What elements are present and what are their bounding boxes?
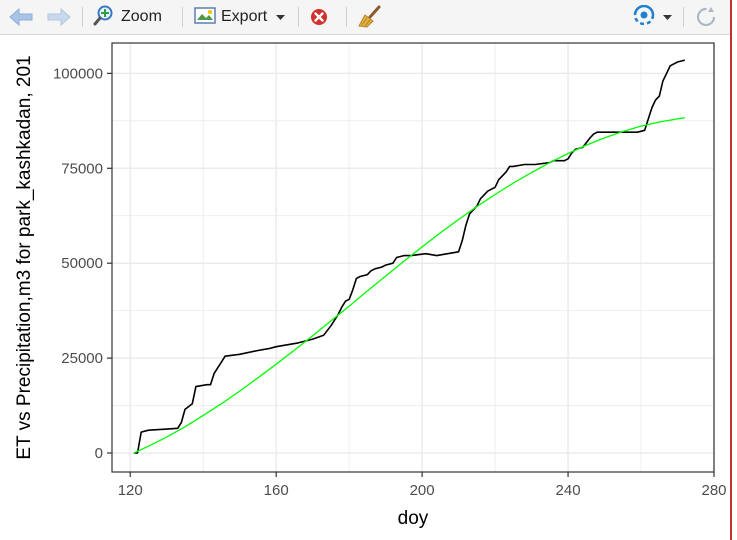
x-tick-label: 200 <box>410 482 435 499</box>
chevron-down-icon <box>276 8 286 26</box>
publish-button[interactable] <box>631 0 672 34</box>
export-button[interactable]: Export <box>193 0 286 34</box>
broom-icon[interactable] <box>357 0 383 34</box>
x-axis: 120 160 200 240 280 <box>118 472 727 499</box>
x-axis-label: doy <box>398 508 429 529</box>
x-tick-label: 160 <box>264 482 289 499</box>
y-tick-label: 25000 <box>61 350 103 367</box>
export-icon <box>193 5 217 30</box>
export-label: Export <box>221 8 268 25</box>
series-line-1 <box>133 59 686 454</box>
y-axis: 0 25000 50000 75000 100000 <box>53 65 112 462</box>
chevron-down-icon <box>663 8 672 26</box>
zoom-icon <box>93 4 115 31</box>
series-layer <box>133 59 686 454</box>
zoom-label: Zoom <box>121 8 162 25</box>
zoom-button[interactable]: Zoom <box>93 0 162 34</box>
minor-grid <box>112 43 714 472</box>
y-tick-label: 50000 <box>61 255 103 272</box>
y-tick-label: 100000 <box>53 65 103 82</box>
remove-plot-icon[interactable] <box>308 0 330 34</box>
x-tick-label: 240 <box>556 482 581 499</box>
plot-toolbar: Zoom Export <box>0 0 730 35</box>
refresh-icon[interactable] <box>694 0 718 34</box>
y-tick-label: 0 <box>95 445 103 462</box>
x-tick-label: 120 <box>118 482 143 499</box>
major-grid <box>112 43 715 472</box>
panel-border <box>111 42 715 473</box>
back-arrow-icon[interactable] <box>8 0 34 34</box>
x-tick-label: 280 <box>701 482 726 499</box>
series-line-2 <box>133 117 685 454</box>
forward-arrow-icon[interactable] <box>46 0 72 34</box>
publish-icon <box>631 4 657 30</box>
pane-border <box>730 0 737 540</box>
y-tick-label: 75000 <box>61 160 103 177</box>
chart: 0 25000 50000 75000 100000 120 160 200 240 280 d… <box>14 42 727 529</box>
y-axis-label: ET vs Precipitation,m3 for park_kashkada… <box>14 55 35 459</box>
